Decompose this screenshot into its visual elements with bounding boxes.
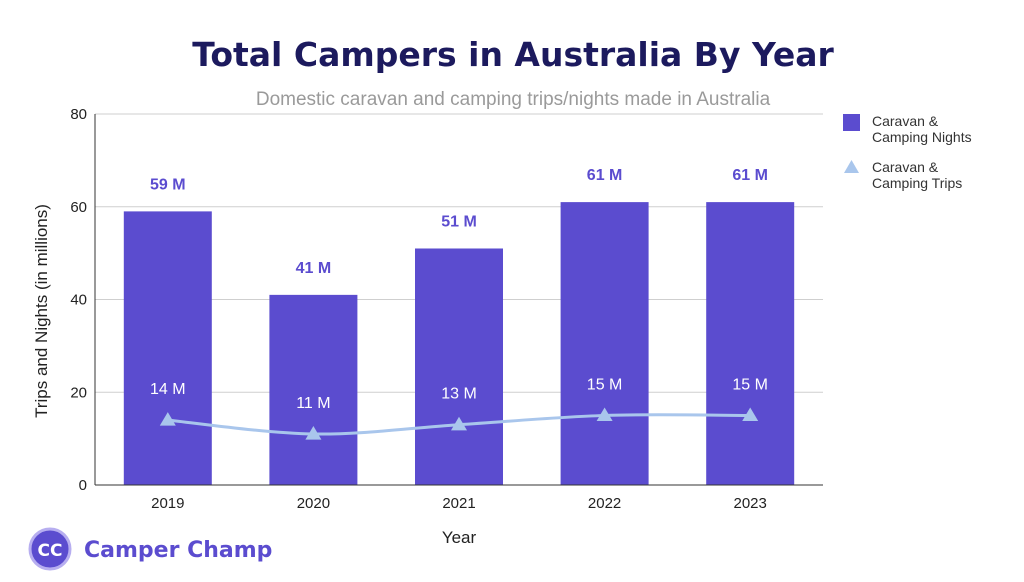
- legend: Caravan & Camping Nights Caravan & Campi…: [843, 113, 972, 191]
- bars: [123, 202, 795, 486]
- y-tick-label: 40: [70, 292, 87, 309]
- bar-nights-2019: [123, 211, 212, 485]
- y-axis-title: Trips and Nights (in millions): [32, 204, 51, 418]
- trips-line: [159, 407, 759, 440]
- bar-label-2021: 51 M: [441, 213, 477, 230]
- trips-label-2021: 13 M: [441, 386, 477, 403]
- trips-point-2020: [305, 425, 322, 440]
- legend-swatch-nights: [843, 114, 860, 131]
- logo-mark: CC: [38, 541, 63, 561]
- trips-point-2019: [159, 412, 176, 426]
- x-axis-ticks: 2019 2020 2021 2022 2023: [151, 495, 767, 512]
- logo-circle-icon: [28, 527, 72, 571]
- data-labels: 59 M 41 M 51 M 61 M 61 M 14 M 11 M 13 M 15 M 15 M: [150, 167, 768, 412]
- logo-text: Camper Champ: [84, 538, 272, 563]
- legend-label-nights-line1: Caravan &: [872, 113, 939, 129]
- bar-label-2020: 41 M: [296, 260, 332, 277]
- trips-label-2019: 14 M: [150, 381, 186, 398]
- x-axis-title: Year: [442, 528, 477, 547]
- legend-label-trips-line2: Camping Trips: [872, 175, 962, 191]
- bar-label-2022: 61 M: [587, 167, 623, 184]
- y-tick-label: 60: [70, 199, 87, 216]
- y-tick-label: 80: [70, 106, 87, 123]
- trips-label-2022: 15 M: [587, 376, 623, 393]
- trips-point-2022: [596, 407, 613, 422]
- trips-label-2020: 11 M: [296, 395, 330, 412]
- bar-nights-2022: [560, 202, 649, 486]
- chart-subtitle: Domestic caravan and camping trips/night…: [256, 89, 771, 110]
- camper-champ-logo: CC Camper Champ: [28, 527, 272, 571]
- x-tick-label: 2020: [297, 495, 330, 512]
- trips-point-2021: [451, 416, 467, 431]
- legend-label-trips-line1: Caravan &: [872, 159, 939, 175]
- bar-nights-2020: [269, 294, 358, 485]
- legend-label-nights-line2: Camping Nights: [872, 129, 972, 145]
- chart-title: Total Campers in Australia By Year: [192, 35, 834, 74]
- bar-nights-2023: [706, 202, 795, 486]
- x-tick-label: 2022: [588, 495, 621, 512]
- trips-label-2023: 15 M: [732, 376, 768, 393]
- x-tick-label: 2021: [442, 495, 475, 512]
- y-tick-label: 0: [79, 477, 87, 494]
- bar-nights-2021: [415, 248, 503, 485]
- x-tick-label: 2019: [151, 495, 184, 512]
- y-tick-label: 20: [70, 384, 87, 401]
- trips-point-2023: [742, 407, 759, 422]
- legend-swatch-trips: [844, 160, 859, 173]
- y-axis-ticks: 0 20 40 60 80: [70, 106, 87, 494]
- x-tick-label: 2023: [734, 495, 767, 512]
- bar-label-2019: 59 M: [150, 176, 186, 193]
- bar-label-2023: 61 M: [732, 167, 768, 184]
